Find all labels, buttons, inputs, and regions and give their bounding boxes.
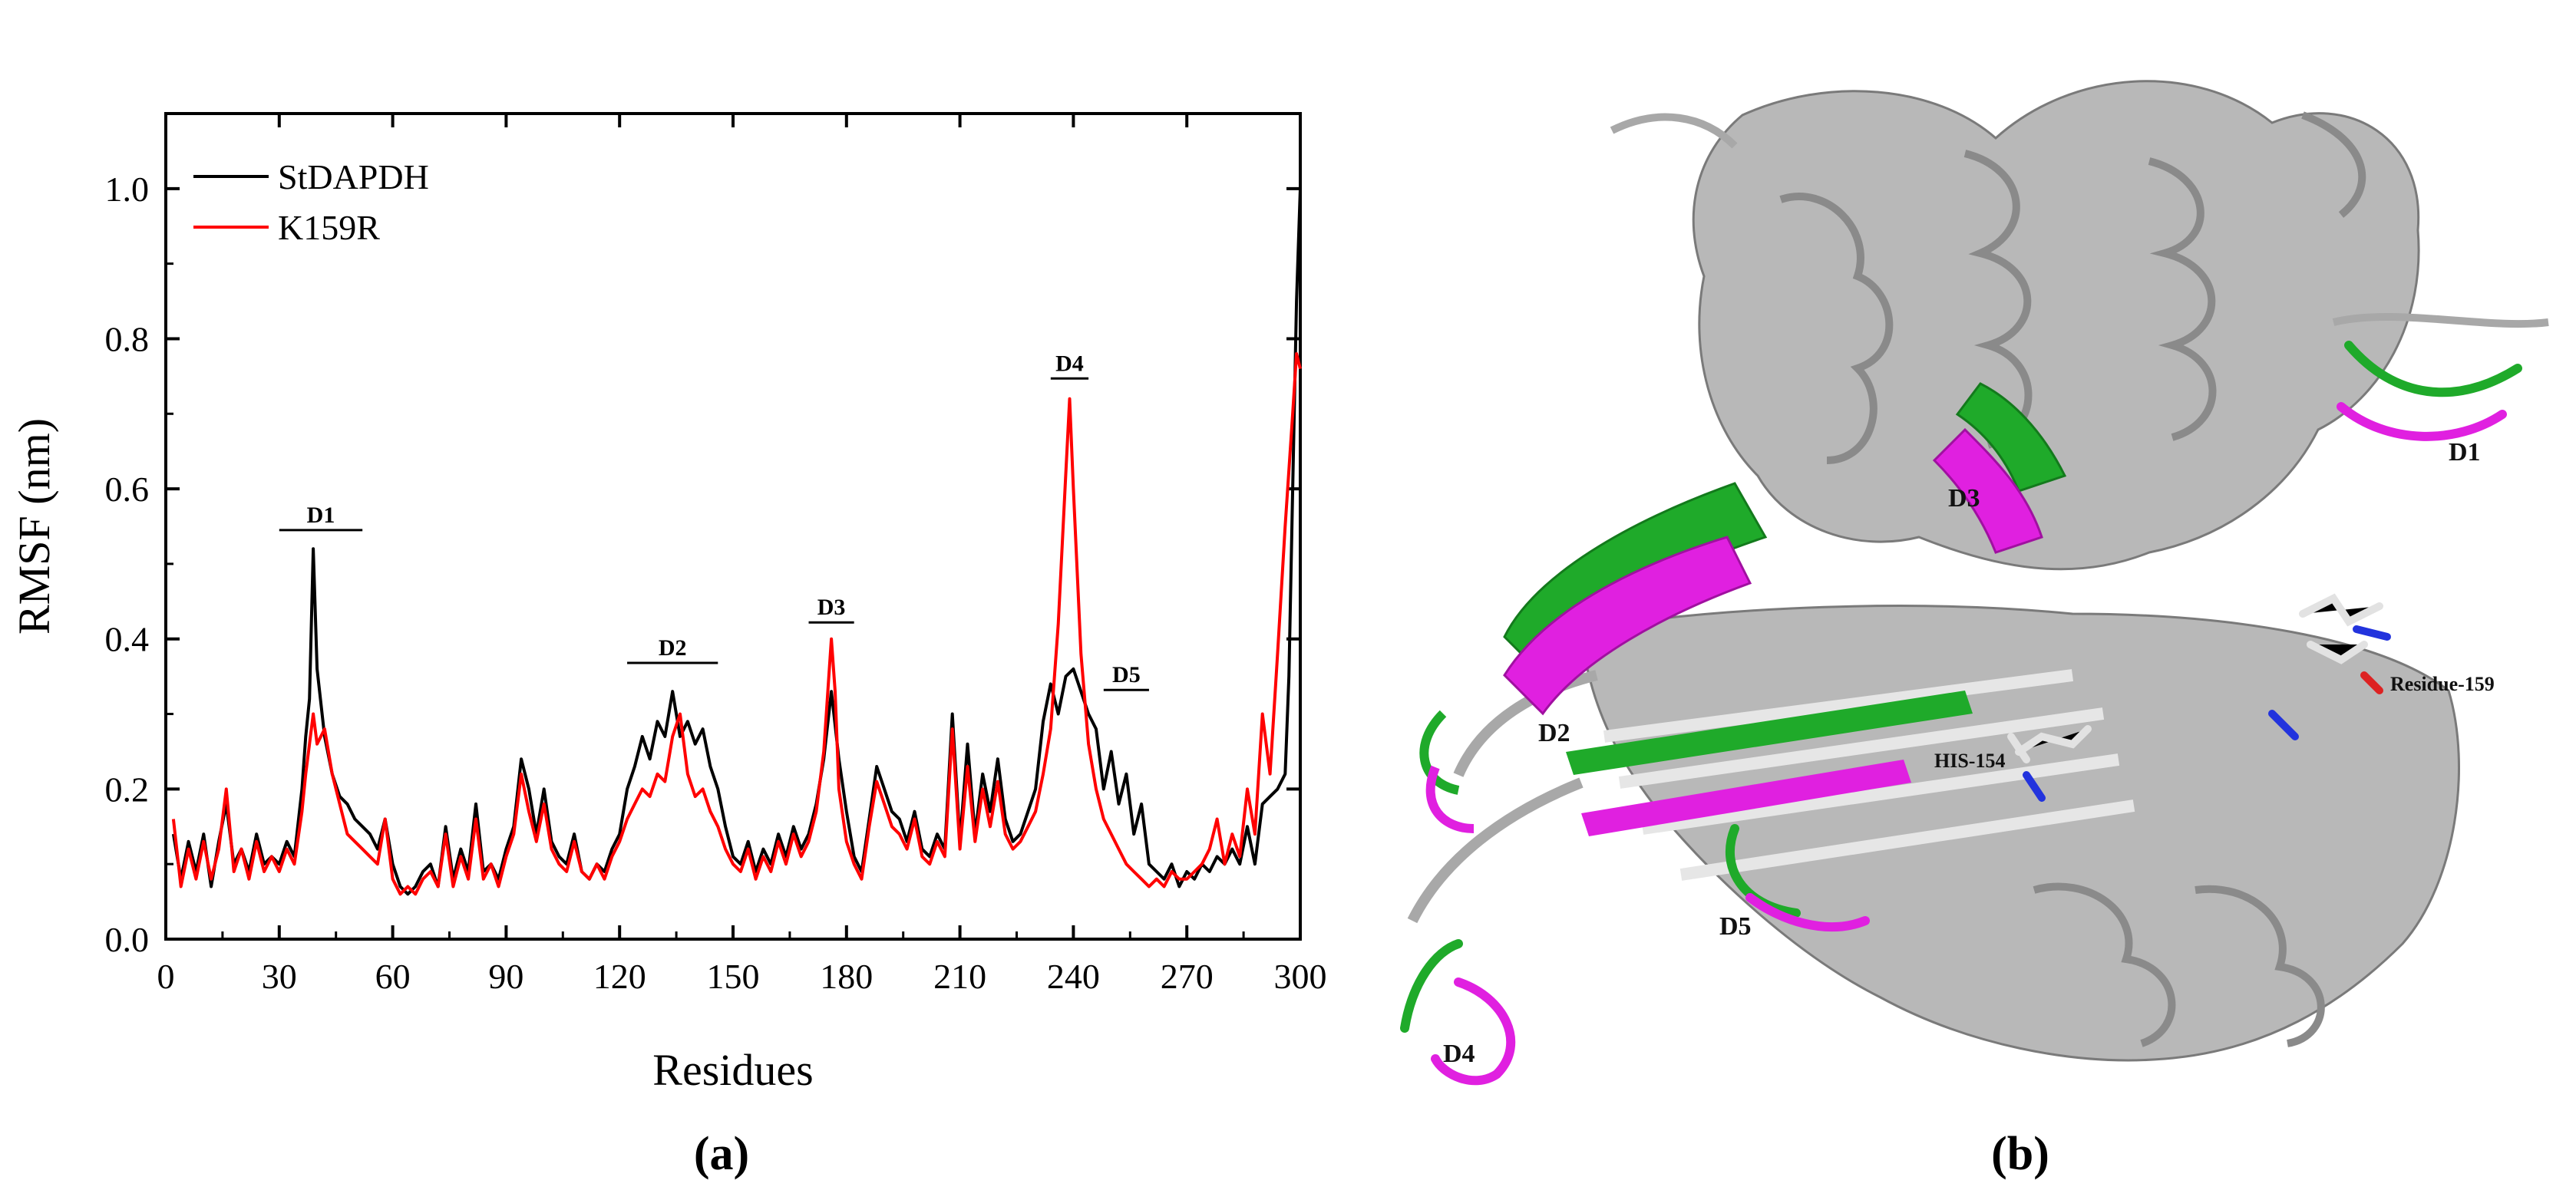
region-d1-highlight [2337, 341, 2522, 441]
label-residue159: Residue-159 [2390, 673, 2495, 695]
label-d4: D4 [1443, 1040, 1475, 1068]
label-d5: D5 [1719, 912, 1752, 941]
label-d1: D1 [2449, 438, 2481, 466]
y-tick-label: 0.2 [105, 770, 150, 809]
panel-label-a: (a) [694, 1128, 749, 1180]
x-tick-label: 90 [488, 957, 523, 996]
region-label-d1: D1 [307, 503, 335, 528]
y-tick-label: 0.0 [105, 920, 150, 959]
protein-structure-panel: D1 D2 D3 D4 D5 HIS-154 Residue-159 (b) [1400, 80, 2549, 1180]
y-tick-label: 0.8 [105, 319, 150, 358]
his154-sticks [2007, 725, 2092, 802]
region-label-d3: D3 [817, 595, 846, 620]
y-axis: 0.0 0.2 0.4 0.6 0.8 1.0 [105, 170, 1300, 959]
series-line-stdapdh [171, 188, 1302, 896]
legend: StDAPDH K159R [193, 157, 429, 247]
residue159-sticks [2268, 593, 2391, 740]
y-tick-label: 1.0 [105, 170, 150, 209]
regions-layer: D1 D2 D3 D4 D5 [279, 351, 1149, 691]
region-label-d5: D5 [1112, 662, 1141, 687]
x-axis-title: Residues [652, 1045, 813, 1095]
x-tick-label: 150 [707, 957, 760, 996]
x-tick-label: 240 [1047, 957, 1100, 996]
region-d3-highlight [1932, 382, 2067, 554]
label-d3: D3 [1948, 484, 1980, 513]
label-d2: D2 [1538, 719, 1570, 747]
legend-label-stdapdh: StDAPDH [278, 157, 429, 196]
protein-cartoon [1407, 80, 2549, 1062]
x-tick-label: 210 [933, 957, 986, 996]
region-d4-highlight [1400, 939, 1516, 1086]
x-tick-label: 270 [1161, 957, 1214, 996]
region-d5-highlight [1725, 824, 1870, 931]
series-line-k159r [171, 352, 1302, 896]
region-label-d2: D2 [659, 635, 687, 661]
x-tick-label: 60 [375, 957, 411, 996]
x-tick-label: 30 [262, 957, 297, 996]
x-tick-label: 180 [820, 957, 873, 996]
x-tick-label: 300 [1274, 957, 1327, 996]
panel-label-b: (b) [1991, 1128, 2049, 1180]
label-his154: HIS-154 [1934, 750, 2005, 772]
rmsf-chart-panel: 0.0 0.2 0.4 0.6 0.8 1.0 0 30 60 90 120 150 180 210 24… [9, 112, 1327, 1180]
x-axis: 0 30 60 90 120 150 180 210 240 270 300 [157, 114, 1327, 996]
y-tick-label: 0.4 [105, 620, 150, 659]
region-d2-highlight [1419, 482, 1768, 833]
x-tick-label: 0 [157, 957, 175, 996]
region-strand-highlight [1566, 691, 1973, 836]
y-tick-label: 0.6 [105, 470, 150, 509]
legend-label-k159r: K159R [278, 208, 380, 247]
y-axis-title: RMSF (nm) [9, 418, 59, 635]
series-layer [171, 188, 1302, 896]
region-label-d4: D4 [1055, 351, 1084, 376]
x-tick-label: 120 [593, 957, 646, 996]
